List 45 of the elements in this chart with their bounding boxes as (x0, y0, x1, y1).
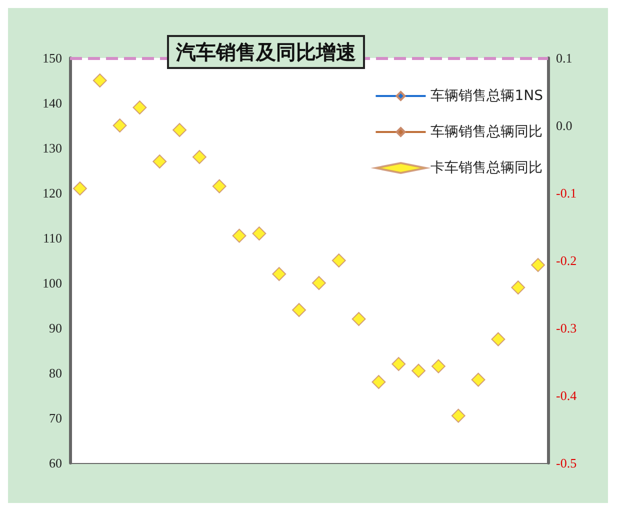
point (172, 123, 187, 137)
y-tick-label: 150 (42, 50, 62, 66)
point (352, 312, 366, 326)
point (212, 179, 226, 194)
legend-label: 车辆销售总辆1NS (430, 88, 544, 104)
y2-tick-label: 0.0 (556, 118, 572, 133)
y2-tick-label: 0.1 (556, 50, 572, 66)
y-tick-label: 70 (49, 410, 62, 426)
point (332, 254, 346, 268)
y-tick-label: 120 (42, 186, 62, 200)
point (511, 280, 526, 294)
point (412, 364, 426, 378)
point (72, 182, 87, 196)
y-tick-label: 60 (49, 456, 62, 470)
point (252, 226, 266, 240)
y2-tick-label: -0.2 (556, 253, 577, 268)
point (92, 74, 107, 88)
point (531, 258, 546, 272)
y-tick-label: 140 (42, 96, 62, 110)
point (132, 100, 147, 114)
y2-tick-label: -0.1 (556, 186, 577, 200)
point (272, 267, 286, 281)
y-tick-label: 80 (49, 366, 62, 380)
chart-title: 汽车销售及同比增速 (175, 40, 356, 64)
y2-tick-label: -0.5 (556, 456, 577, 470)
point (471, 372, 486, 387)
point (232, 228, 246, 243)
point (451, 408, 466, 423)
y2-tick-label: -0.4 (556, 388, 578, 403)
y-tick-label: 130 (42, 140, 62, 156)
point (192, 150, 206, 164)
y-tick-label: 100 (42, 276, 62, 290)
point (372, 375, 386, 389)
point (312, 276, 326, 290)
point (491, 332, 506, 346)
legend-label: 卡车销售总辆同比 (430, 160, 543, 176)
y-tick-label: 110 (42, 230, 62, 246)
point (292, 303, 306, 317)
point (112, 118, 127, 132)
legend-label: 车辆销售总辆同比 (430, 124, 543, 140)
point (152, 154, 167, 168)
y2-tick-label: -0.3 (556, 320, 577, 336)
y-tick-label: 90 (49, 320, 62, 336)
point (431, 359, 446, 374)
point (392, 357, 406, 371)
